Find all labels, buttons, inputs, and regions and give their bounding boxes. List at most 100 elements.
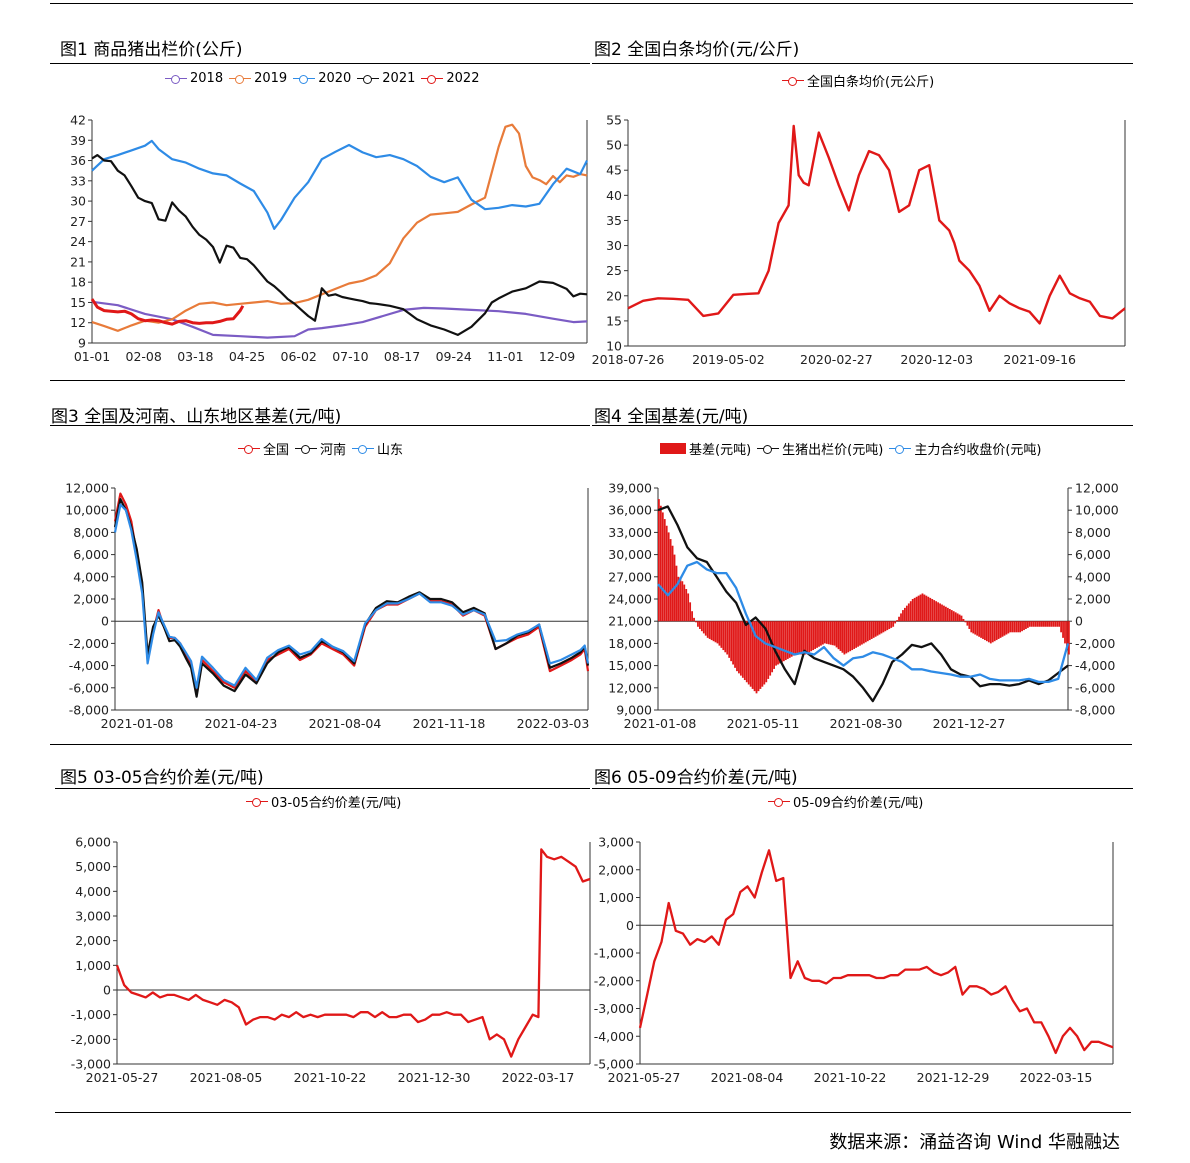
fig4-bar	[968, 621, 971, 629]
fig1-y-tick-label: 15	[70, 295, 86, 310]
fig4-bar	[765, 621, 768, 683]
fig2-x-tick-label: 2020-02-27	[800, 352, 873, 367]
fig5-x-tick-label: 2022-03-17	[502, 1070, 575, 1085]
fig4-bar	[718, 621, 721, 646]
fig4-bar	[1027, 621, 1029, 628]
fig4-x-tick-label: 2021-12-27	[933, 716, 1006, 731]
fig4-bar	[722, 621, 725, 651]
legend-item: 2021	[357, 71, 415, 86]
fig4-bar	[863, 621, 865, 644]
fig5-plot-area	[116, 842, 591, 1064]
fig4-bar	[845, 621, 848, 654]
legend-label: 2022	[446, 71, 480, 86]
fig5-x-tick-label: 2021-05-27	[86, 1070, 159, 1085]
fig4-bar	[732, 621, 734, 665]
fig3-series-全国	[113, 492, 590, 695]
fig2-y-tick-label: 45	[606, 163, 622, 178]
fig4-bar	[820, 621, 822, 646]
fig3-y-tick-label: 6,000	[73, 547, 109, 562]
fig4-bar	[1036, 621, 1039, 627]
fig4-bar	[952, 611, 955, 622]
fig3-series-山东	[113, 503, 590, 689]
fig4-bar	[825, 621, 828, 644]
legend-item: 生猪出栏价(元吨)	[757, 439, 883, 458]
fig4-bar	[728, 621, 731, 658]
fig4-y2-tick-label: 10,000	[1075, 503, 1119, 518]
fig5-y-tick-label: 6,000	[75, 835, 111, 850]
legend-line-icon	[782, 75, 804, 87]
fig4-bar	[886, 621, 889, 631]
fig1-y-tick-label: 39	[70, 133, 86, 148]
fig3-x-tick-label: 2021-08-04	[309, 716, 382, 731]
legend-item: 2022	[421, 71, 479, 86]
fig2-y-tick-label: 25	[606, 263, 622, 278]
fig4-bar	[779, 621, 781, 664]
fig4-bar	[667, 532, 670, 622]
fig4-bar	[982, 621, 984, 639]
legend-label: 河南	[320, 443, 347, 458]
fig4-bar	[700, 621, 703, 632]
fig4-bar	[689, 602, 692, 622]
fig3-y-tick-label: 4,000	[73, 569, 109, 584]
fig6-title: 图6 05-09合约价差(元/吨)	[594, 768, 798, 788]
fig4-bar	[894, 621, 897, 624]
fig4-bar	[767, 621, 770, 679]
legend-item: 河南	[295, 439, 346, 458]
legend-label: 2021	[382, 71, 416, 86]
fig3-y-tick-label: 0	[101, 614, 109, 629]
fig4-bar	[1058, 621, 1061, 627]
fig2-title: 图2 全国白条均价(元/公斤)	[594, 40, 800, 60]
fig4-bar	[697, 621, 699, 627]
fig4-bar	[773, 621, 775, 669]
fig3-x-tick-label: 2021-01-08	[101, 716, 174, 731]
data-source-note: 数据来源：涌益咨询 Wind 华融融达	[829, 1132, 1120, 1153]
fig4-bar	[1032, 621, 1035, 627]
fig1-y-tick-label: 12	[70, 315, 86, 330]
fig4-bar	[861, 621, 863, 645]
fig4-bar	[1021, 621, 1023, 632]
fig4-bar	[738, 621, 740, 674]
fig4-bar	[892, 621, 895, 627]
fig4-bar	[1009, 621, 1012, 633]
fig1-title: 图1 商品猪出栏价(公斤)	[60, 40, 243, 60]
legend-line-icon	[293, 73, 316, 85]
fig1-series-2021	[91, 154, 588, 336]
fig4-bar	[1046, 621, 1049, 627]
fig4-plot-area	[657, 488, 1069, 710]
legend-label: 生猪出栏价(元吨)	[782, 443, 884, 458]
fig6-y-tick-label: -4,000	[594, 1029, 634, 1044]
title-underline-fig2	[592, 63, 1133, 64]
fig4-bar	[964, 621, 967, 623]
fig4-bar	[907, 603, 910, 622]
fig4-bar	[935, 601, 938, 622]
fig4-bar	[810, 621, 813, 652]
fig4-y-tick-label: 39,000	[608, 481, 652, 496]
legend-line-icon	[757, 443, 780, 455]
fig4-bar	[931, 599, 934, 622]
fig4-bar	[829, 621, 832, 645]
fig4-bar	[929, 597, 932, 622]
fig4-bar	[888, 621, 891, 629]
fig5-y-tick-label: -1,000	[71, 1007, 111, 1022]
fig4-bar	[870, 621, 873, 639]
fig1-x-tick-label: 01-01	[74, 349, 110, 364]
fig4-bar	[937, 602, 939, 622]
fig4-bar	[837, 621, 840, 650]
fig4-bar	[905, 605, 908, 622]
fig4-bar	[665, 525, 668, 622]
fig6-y-tick-label: 2,000	[598, 862, 634, 877]
fig4-bar	[724, 621, 727, 653]
fig4-bar	[880, 621, 883, 634]
fig6-series-line	[638, 849, 1114, 1055]
fig3-y-tick-label: 8,000	[73, 525, 109, 540]
fig5-y-tick-label: 3,000	[75, 909, 111, 924]
fig4-bar	[843, 621, 846, 655]
fig1-y-tick-label: 27	[70, 214, 86, 229]
fig4-bar	[991, 621, 994, 643]
fig4-bar	[763, 621, 766, 685]
fig4-bar	[904, 607, 906, 622]
fig5-y-tick-label: -3,000	[71, 1057, 111, 1072]
fig6-plot-area	[639, 842, 1114, 1064]
fig5-y-tick-label: -2,000	[71, 1032, 111, 1047]
